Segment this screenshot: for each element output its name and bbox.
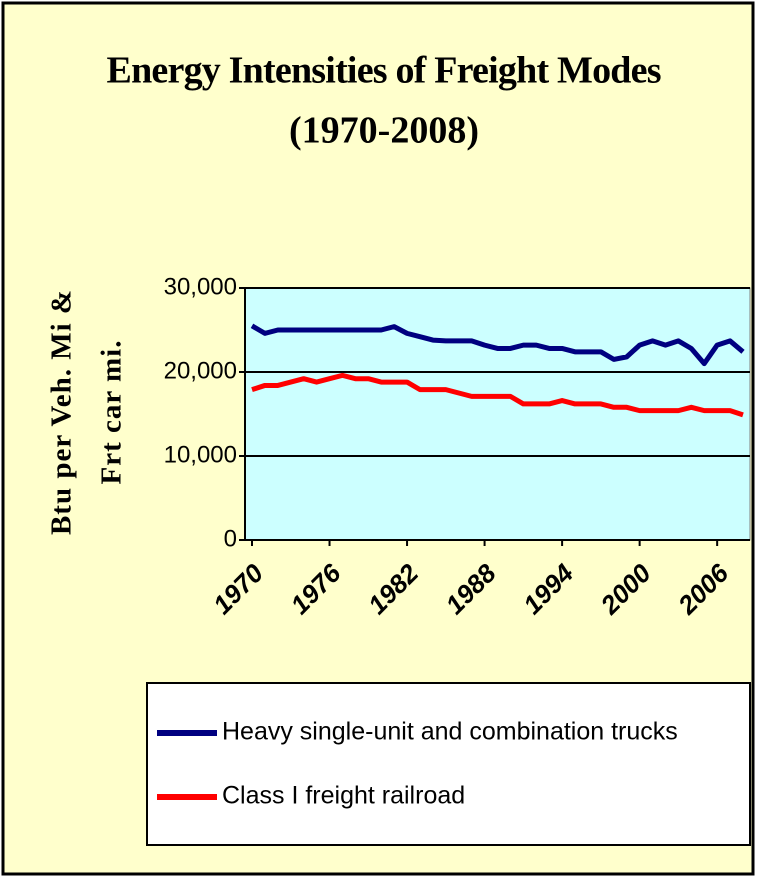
y-axis-label: Btu per Veh. Mi & [46,289,78,535]
series-line [251,372,744,418]
legend-label: Heavy single-unit and combination trucks [222,718,678,746]
chart-title: (1970-2008) [289,110,479,152]
plot-area [244,287,751,541]
legend-label: Class I freight railroad [222,782,465,810]
chart-title: Energy Intensities of Freight Modes [107,50,662,92]
y-tick-label: 30,000 [164,273,237,300]
y-tick-label: 0 [224,525,237,552]
y-axis-label: Frt car mi. [96,340,128,485]
y-tick-label: 20,000 [164,357,237,384]
series-line [250,323,745,367]
legend [146,682,751,846]
y-tick-label: 10,000 [164,441,237,468]
